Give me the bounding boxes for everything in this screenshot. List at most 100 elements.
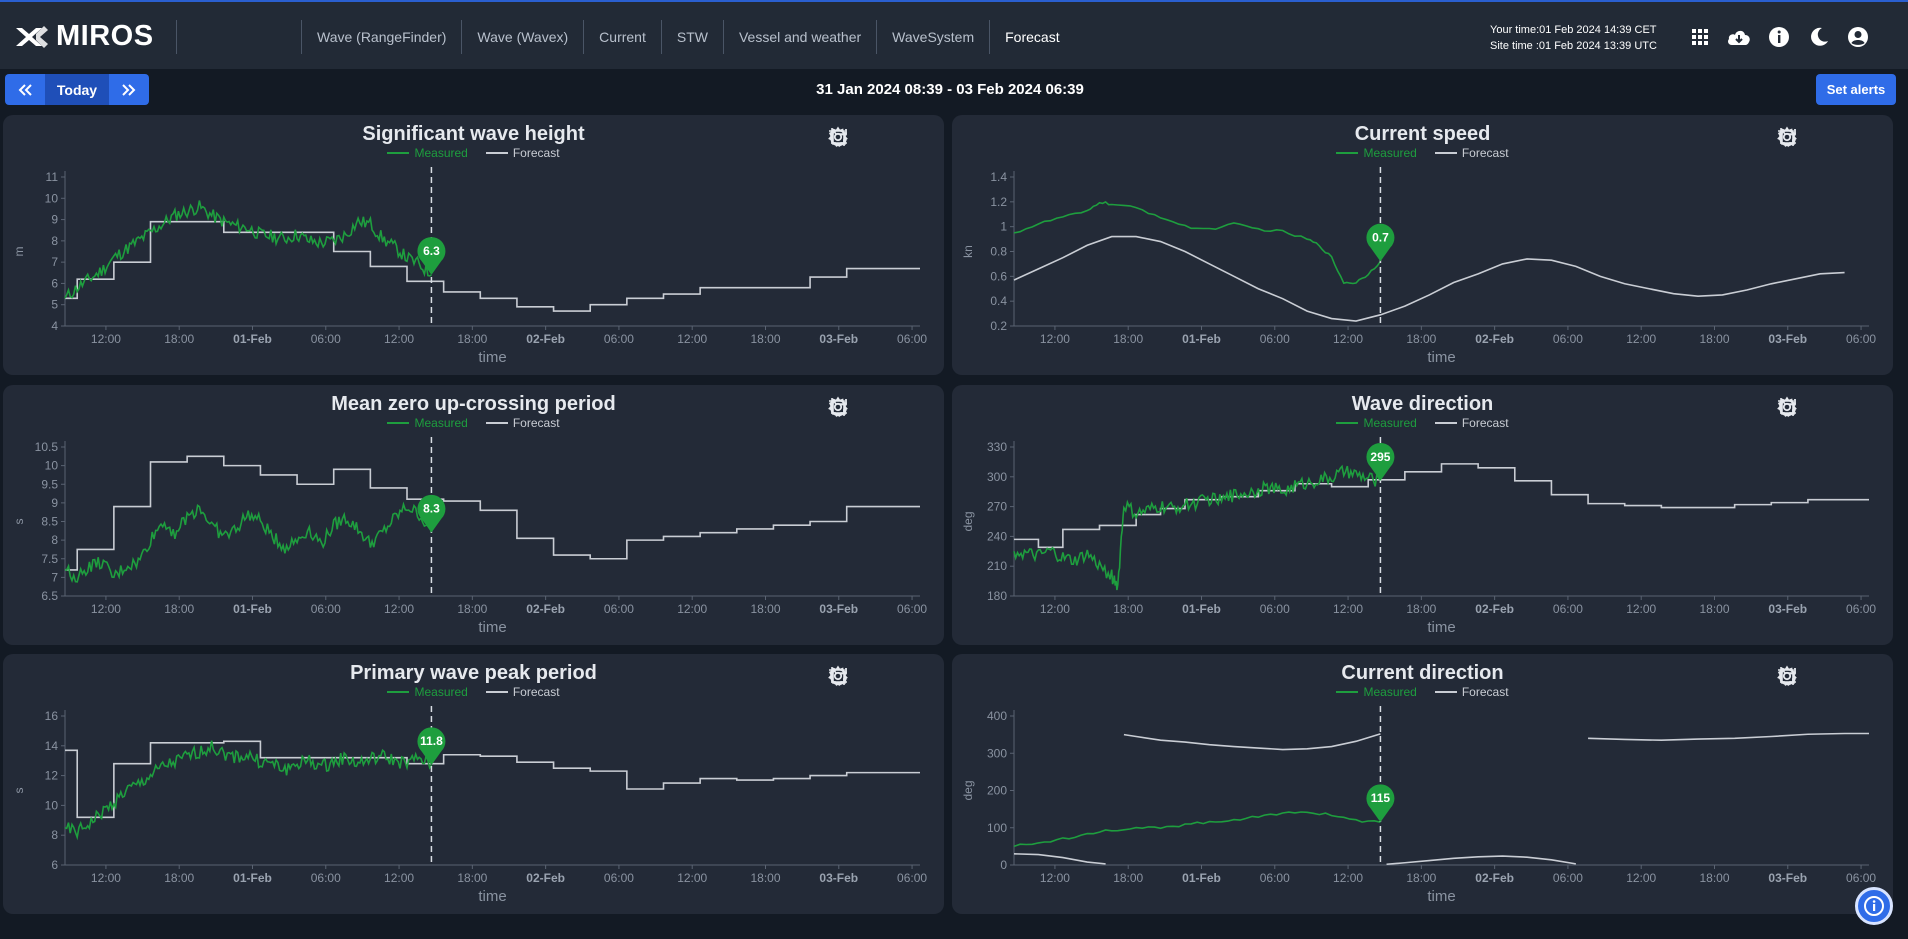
- y-tick-label: 200: [987, 784, 1007, 798]
- legend-measured[interactable]: Measured: [1336, 685, 1417, 699]
- current-value-pin: 0.7: [1366, 223, 1395, 262]
- y-tick-label: 12: [45, 769, 59, 783]
- x-tick-label: 06:00: [1260, 332, 1290, 346]
- forecast-series-line: [1013, 853, 1106, 865]
- x-tick-label: 12:00: [1040, 871, 1070, 885]
- y-tick-label: 7: [51, 255, 58, 269]
- x-tick-label: 02-Feb: [1475, 871, 1514, 885]
- nav-current[interactable]: Current: [583, 20, 661, 54]
- settings-icon[interactable]: [1777, 126, 1876, 148]
- grid-icon[interactable]: [1687, 24, 1713, 50]
- settings-icon[interactable]: [828, 396, 927, 418]
- legend-forecast-label: Forecast: [1461, 416, 1509, 430]
- measured-series-line: [1013, 464, 1382, 591]
- x-tick-label: 01-Feb: [233, 332, 272, 346]
- legend-forecast[interactable]: Forecast: [485, 146, 560, 160]
- info-icon[interactable]: [1766, 24, 1792, 50]
- y-tick-label: 6: [51, 858, 58, 872]
- y-tick-label: 9.5: [41, 477, 58, 491]
- logo-icon: [16, 25, 48, 48]
- y-tick-label: 16: [45, 709, 59, 723]
- cloud-download-icon[interactable]: [1726, 24, 1752, 50]
- date-range-label: 31 Jan 2024 08:39 - 03 Feb 2024 06:39: [816, 81, 1084, 98]
- chart-tools: [1776, 396, 1876, 418]
- current-value-pin: 115: [1366, 784, 1395, 823]
- y-tick-label: 300: [987, 746, 1007, 760]
- pin-value-label: 11.8: [420, 734, 443, 748]
- x-axis-label: time: [1427, 619, 1455, 636]
- chart-legend: Measured Forecast: [3, 416, 944, 430]
- legend-forecast[interactable]: Forecast: [1434, 685, 1509, 699]
- y-tick-label: 8: [51, 533, 58, 547]
- x-tick-label: 18:00: [750, 332, 780, 346]
- y-axis-label: s: [12, 788, 26, 794]
- y-tick-label: 7: [51, 570, 58, 584]
- y-tick-label: 9: [51, 213, 58, 227]
- legend-forecast-label: Forecast: [1461, 146, 1509, 160]
- x-tick-label: 18:00: [1406, 871, 1436, 885]
- pin-value-label: 8.3: [423, 502, 440, 516]
- chart-legend: Measured Forecast: [952, 146, 1893, 160]
- x-tick-label: 12:00: [384, 332, 414, 346]
- nav-wave-rangefinder[interactable]: Wave (RangeFinder): [301, 20, 461, 54]
- help-info-button[interactable]: [1855, 887, 1893, 925]
- nav-wave-wavex[interactable]: Wave (Wavex): [461, 20, 583, 54]
- today-button[interactable]: Today: [45, 74, 109, 105]
- legend-measured[interactable]: Measured: [387, 685, 468, 699]
- nav-wavesystem[interactable]: WaveSystem: [876, 20, 989, 54]
- legend-forecast[interactable]: Forecast: [1434, 146, 1509, 160]
- y-tick-label: 11: [46, 170, 59, 184]
- legend-measured[interactable]: Measured: [1336, 146, 1417, 160]
- settings-icon[interactable]: [1777, 396, 1876, 418]
- y-tick-label: 0.4: [990, 294, 1007, 308]
- x-tick-label: 12:00: [1626, 332, 1656, 346]
- legend-measured-label: Measured: [414, 416, 468, 430]
- miros-logo[interactable]: MIROS: [14, 20, 154, 53]
- x-tick-label: 06:00: [897, 871, 927, 885]
- x-tick-label: 06:00: [897, 332, 927, 346]
- wave-direction-panel: Wave direction Measured Forecast 180 210 240 2…: [952, 385, 1893, 645]
- set-alerts-button[interactable]: Set alerts: [1816, 74, 1896, 105]
- y-tick-label: 4: [51, 319, 58, 333]
- y-tick-label: 10: [45, 191, 59, 205]
- settings-icon[interactable]: [828, 665, 927, 687]
- y-axis-label: m: [12, 247, 26, 257]
- y-tick-label: 10: [45, 798, 59, 812]
- x-tick-label: 01-Feb: [1182, 332, 1221, 346]
- y-tick-label: 7.5: [41, 552, 58, 566]
- settings-icon[interactable]: [828, 126, 927, 148]
- x-tick-label: 18:00: [457, 871, 487, 885]
- x-tick-label: 02-Feb: [526, 332, 565, 346]
- top-bar: MIROS Wave (RangeFinder) Wave (Wavex) Cu…: [0, 0, 1908, 69]
- legend-measured[interactable]: Measured: [387, 146, 468, 160]
- previous-range-button[interactable]: [5, 74, 45, 105]
- chart-tools: [1776, 126, 1876, 148]
- moon-icon[interactable]: [1806, 24, 1832, 50]
- legend-measured[interactable]: Measured: [1336, 416, 1417, 430]
- legend-forecast[interactable]: Forecast: [485, 685, 560, 699]
- nav-vessel-and-weather[interactable]: Vessel and weather: [722, 20, 876, 54]
- x-tick-label: 02-Feb: [1475, 602, 1514, 616]
- current-value-pin: 295: [1366, 442, 1395, 481]
- y-tick-label: 5: [51, 298, 58, 312]
- pin-value-label: 115: [1371, 791, 1391, 805]
- nav-stw[interactable]: STW: [660, 20, 723, 54]
- legend-measured[interactable]: Measured: [387, 416, 468, 430]
- x-tick-label: 18:00: [1699, 871, 1729, 885]
- nav-forecast[interactable]: Forecast: [989, 20, 1074, 54]
- settings-icon[interactable]: [1777, 665, 1876, 687]
- x-tick-label: 12:00: [91, 602, 121, 616]
- info-icon: [1864, 896, 1884, 916]
- chart-svg: 6.5 7 7.5 8 8.5 9 9.5 10 10.5 s 12:00 18:00 01-Feb 06…: [12, 437, 927, 636]
- measured-series-line: [64, 740, 433, 841]
- y-tick-label: 240: [987, 529, 1007, 543]
- x-tick-label: 18:00: [1113, 871, 1143, 885]
- next-range-button[interactable]: [109, 74, 149, 105]
- x-tick-label: 12:00: [677, 871, 707, 885]
- y-tick-label: 1: [1000, 220, 1007, 234]
- legend-forecast[interactable]: Forecast: [485, 416, 560, 430]
- user-icon[interactable]: [1845, 24, 1871, 50]
- x-tick-label: 06:00: [311, 602, 341, 616]
- legend-forecast[interactable]: Forecast: [1434, 416, 1509, 430]
- y-axis-label: deg: [961, 780, 975, 800]
